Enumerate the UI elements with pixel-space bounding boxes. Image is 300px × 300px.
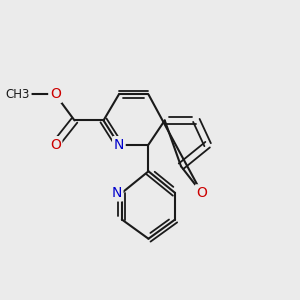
- Text: N: N: [114, 138, 124, 152]
- Text: O: O: [50, 138, 61, 152]
- Text: N: N: [112, 186, 122, 200]
- Text: CH3: CH3: [6, 88, 30, 101]
- Text: O: O: [196, 186, 207, 200]
- Text: O: O: [50, 87, 61, 101]
